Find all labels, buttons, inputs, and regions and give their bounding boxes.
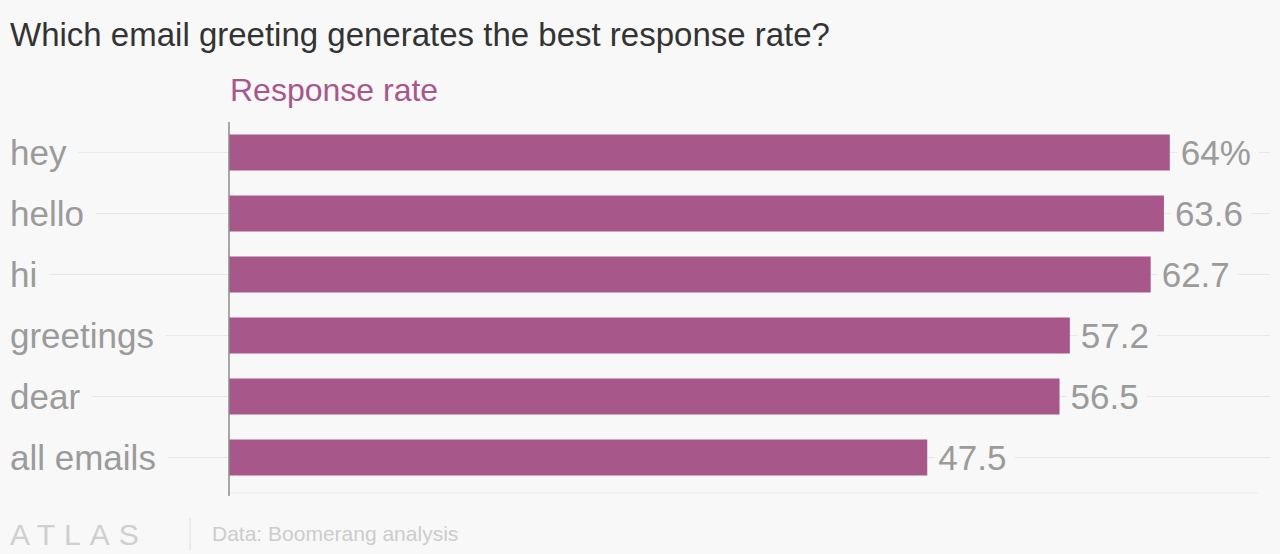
bar — [229, 379, 1060, 415]
category-label: all emails — [10, 438, 156, 477]
axis-line — [228, 122, 230, 496]
source: Data: Boomerang analysis — [212, 522, 458, 545]
category-label: hi — [10, 255, 37, 294]
bar — [229, 257, 1151, 293]
category-label: hello — [10, 194, 84, 233]
logo: ATLAS — [10, 518, 148, 551]
data-label: 64% — [1181, 133, 1251, 172]
background — [0, 0, 1280, 554]
data-label-bg — [1158, 255, 1238, 295]
data-label-bg — [934, 438, 1014, 478]
chart: Which email greeting generates the best … — [0, 0, 1280, 554]
category-label: hey — [10, 133, 67, 172]
footer-divider — [190, 518, 191, 550]
category-label: dear — [10, 377, 80, 416]
data-label: 56.5 — [1071, 377, 1139, 416]
data-label: 63.6 — [1175, 194, 1243, 233]
subtitle: Response rate — [230, 72, 438, 108]
data-label: 57.2 — [1081, 316, 1149, 355]
data-label-bg — [1067, 377, 1147, 417]
x-range-line — [229, 493, 1258, 494]
bar — [229, 135, 1170, 171]
data-labels: 64% 63.6 62.7 57.2 56.5 47.5 — [934, 133, 1259, 478]
data-label: 62.7 — [1162, 255, 1230, 294]
bar — [229, 440, 927, 476]
data-label-bg — [1177, 133, 1259, 173]
bar — [229, 196, 1164, 232]
category-labels: hey hello hi greetings dear all emails — [10, 133, 156, 477]
data-label-bg — [1077, 316, 1157, 356]
data-label: 47.5 — [938, 438, 1006, 477]
grid — [49, 153, 1270, 458]
title: Which email greeting generates the best … — [10, 16, 830, 53]
bar — [229, 318, 1070, 354]
category-label: greetings — [10, 316, 154, 355]
data-label-bg — [1171, 194, 1251, 234]
bars — [229, 135, 1170, 476]
